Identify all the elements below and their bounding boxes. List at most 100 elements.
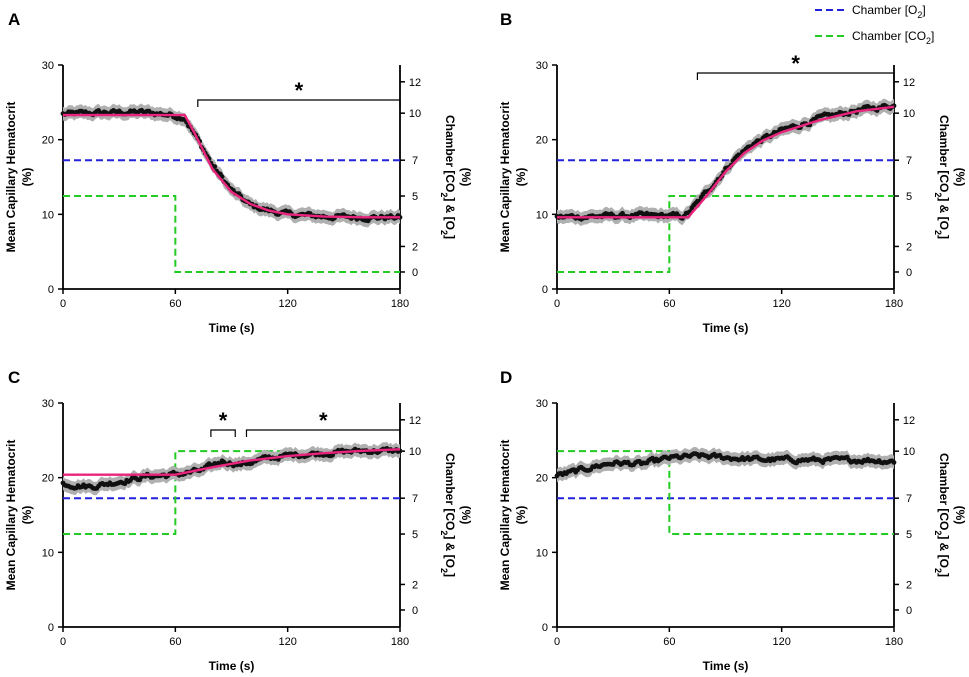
y-tick-label: 0 [48, 622, 54, 634]
panel-label: A [8, 10, 20, 29]
panel-a: A 0 60 120 180 0 10 20 30 0 2 5 7 10 12 Time (s) Mean Ca… [4, 10, 473, 335]
x-tick-label: 120 [772, 298, 790, 310]
y-tick-label: 20 [536, 135, 548, 147]
x-tick-label: 180 [885, 636, 903, 648]
y2-axis-title: Chamber [CO2] & [O2](%) [439, 453, 473, 577]
y2-axis-title: Chamber [CO2] & [O2](%) [933, 115, 967, 239]
x-tick-label: 180 [885, 298, 903, 310]
y-tick-label: 10 [42, 547, 54, 559]
x-tick-label: 60 [169, 298, 181, 310]
significance-bracket [197, 99, 401, 107]
co2-line [63, 195, 400, 273]
x-tick-label: 0 [554, 636, 560, 648]
y2-tick-label: 0 [906, 605, 912, 617]
hematocrit-sem-band [557, 98, 894, 226]
x-tick-label: 180 [391, 636, 409, 648]
hematocrit-points [60, 107, 403, 224]
co2-line [557, 195, 894, 273]
y-tick-label: 10 [536, 209, 548, 221]
co2-line [557, 450, 894, 536]
y2-tick-label: 10 [409, 108, 421, 120]
y-tick-label: 0 [542, 622, 548, 634]
y-axis-title: Mean Capillary Hematocrit (%) [4, 440, 34, 591]
y2-tick-label: 2 [412, 241, 418, 253]
significance-bracket [245, 429, 401, 437]
y2-tick-label: 7 [906, 493, 912, 505]
y2-tick-label: 5 [906, 191, 912, 203]
co2-line [63, 450, 400, 536]
y2-tick-label: 5 [412, 529, 418, 541]
significance-star: * [791, 51, 800, 76]
y2-tick-label: 2 [906, 241, 912, 253]
y-tick-label: 30 [42, 60, 54, 72]
hematocrit-points [554, 451, 897, 479]
x-tick-label: 120 [278, 636, 296, 648]
panel-label: D [500, 368, 512, 387]
y2-tick-label: 12 [409, 77, 421, 89]
y-axis-title: Mean Capillary Hematocrit (%) [4, 102, 34, 253]
y-tick-label: 20 [42, 473, 54, 485]
x-tick-label: 0 [60, 636, 66, 648]
y2-tick-label: 7 [906, 155, 912, 167]
y2-tick-label: 7 [412, 155, 418, 167]
y2-tick-label: 12 [409, 415, 421, 427]
panel-label: B [500, 10, 512, 29]
significance-star: * [219, 408, 228, 433]
significance-star: * [319, 408, 328, 433]
y2-tick-label: 12 [903, 415, 915, 427]
y2-tick-label: 10 [903, 446, 915, 458]
y2-axis-title: Chamber [CO2] & [O2](%) [933, 453, 967, 577]
x-axis-title: Time (s) [703, 321, 749, 335]
fit-curve [557, 105, 895, 219]
x-tick-label: 120 [278, 298, 296, 310]
y-tick-label: 30 [42, 398, 54, 410]
fit-curve [63, 448, 401, 476]
x-tick-label: 60 [663, 298, 675, 310]
panel-b: B 0 60 120 180 0 10 20 30 0 2 5 7 10 12 Time (s) Mean Ca… [498, 10, 967, 335]
y-tick-label: 0 [48, 284, 54, 296]
y-tick-label: 30 [536, 60, 548, 72]
hematocrit-sem-band [63, 103, 400, 228]
y-tick-label: 20 [536, 473, 548, 485]
panel-label: C [8, 368, 20, 387]
panel-c: C 0 60 120 180 0 10 20 30 0 2 5 7 10 12 Time (s) Mean Ca… [4, 368, 473, 673]
y2-tick-label: 0 [412, 605, 418, 617]
y2-tick-label: 2 [906, 579, 912, 591]
legend: Chamber [O2] Chamber [CO2] [815, 3, 934, 46]
x-tick-label: 0 [554, 298, 560, 310]
y2-tick-label: 10 [409, 446, 421, 458]
y2-tick-label: 5 [412, 191, 418, 203]
x-tick-label: 0 [60, 298, 66, 310]
y-tick-label: 20 [42, 135, 54, 147]
significance-bracket [210, 429, 236, 437]
data-point [212, 164, 218, 170]
legend-o2-label: Chamber [O2] [852, 3, 926, 20]
x-tick-label: 60 [663, 636, 675, 648]
y-axis-title: Mean Capillary Hematocrit (%) [498, 440, 528, 591]
significance-star: * [295, 78, 304, 103]
x-tick-label: 120 [772, 636, 790, 648]
y2-tick-label: 0 [906, 267, 912, 279]
hematocrit-sem-band [557, 446, 894, 483]
x-axis-title: Time (s) [209, 659, 255, 673]
x-tick-label: 180 [391, 298, 409, 310]
y-axis-title: Mean Capillary Hematocrit (%) [498, 102, 528, 253]
y2-axis-title: Chamber [CO2] & [O2](%) [439, 115, 473, 239]
y-tick-label: 10 [536, 547, 548, 559]
significance-bracket [696, 72, 895, 80]
fit-curve [63, 113, 400, 219]
y-tick-label: 30 [536, 398, 548, 410]
y2-tick-label: 0 [412, 267, 418, 279]
y2-tick-label: 5 [906, 529, 912, 541]
x-axis-title: Time (s) [209, 321, 255, 335]
y2-tick-label: 7 [412, 493, 418, 505]
y-tick-label: 0 [542, 284, 548, 296]
legend-co2-label: Chamber [CO2] [852, 29, 934, 46]
y-tick-label: 10 [42, 209, 54, 221]
y2-tick-label: 10 [903, 108, 915, 120]
panel-d: D 0 60 120 180 0 10 20 30 0 2 5 7 10 12 Time (s) Mean Ca… [498, 368, 967, 673]
data-point [891, 460, 897, 465]
x-axis-title: Time (s) [703, 659, 749, 673]
y2-tick-label: 12 [903, 77, 915, 89]
